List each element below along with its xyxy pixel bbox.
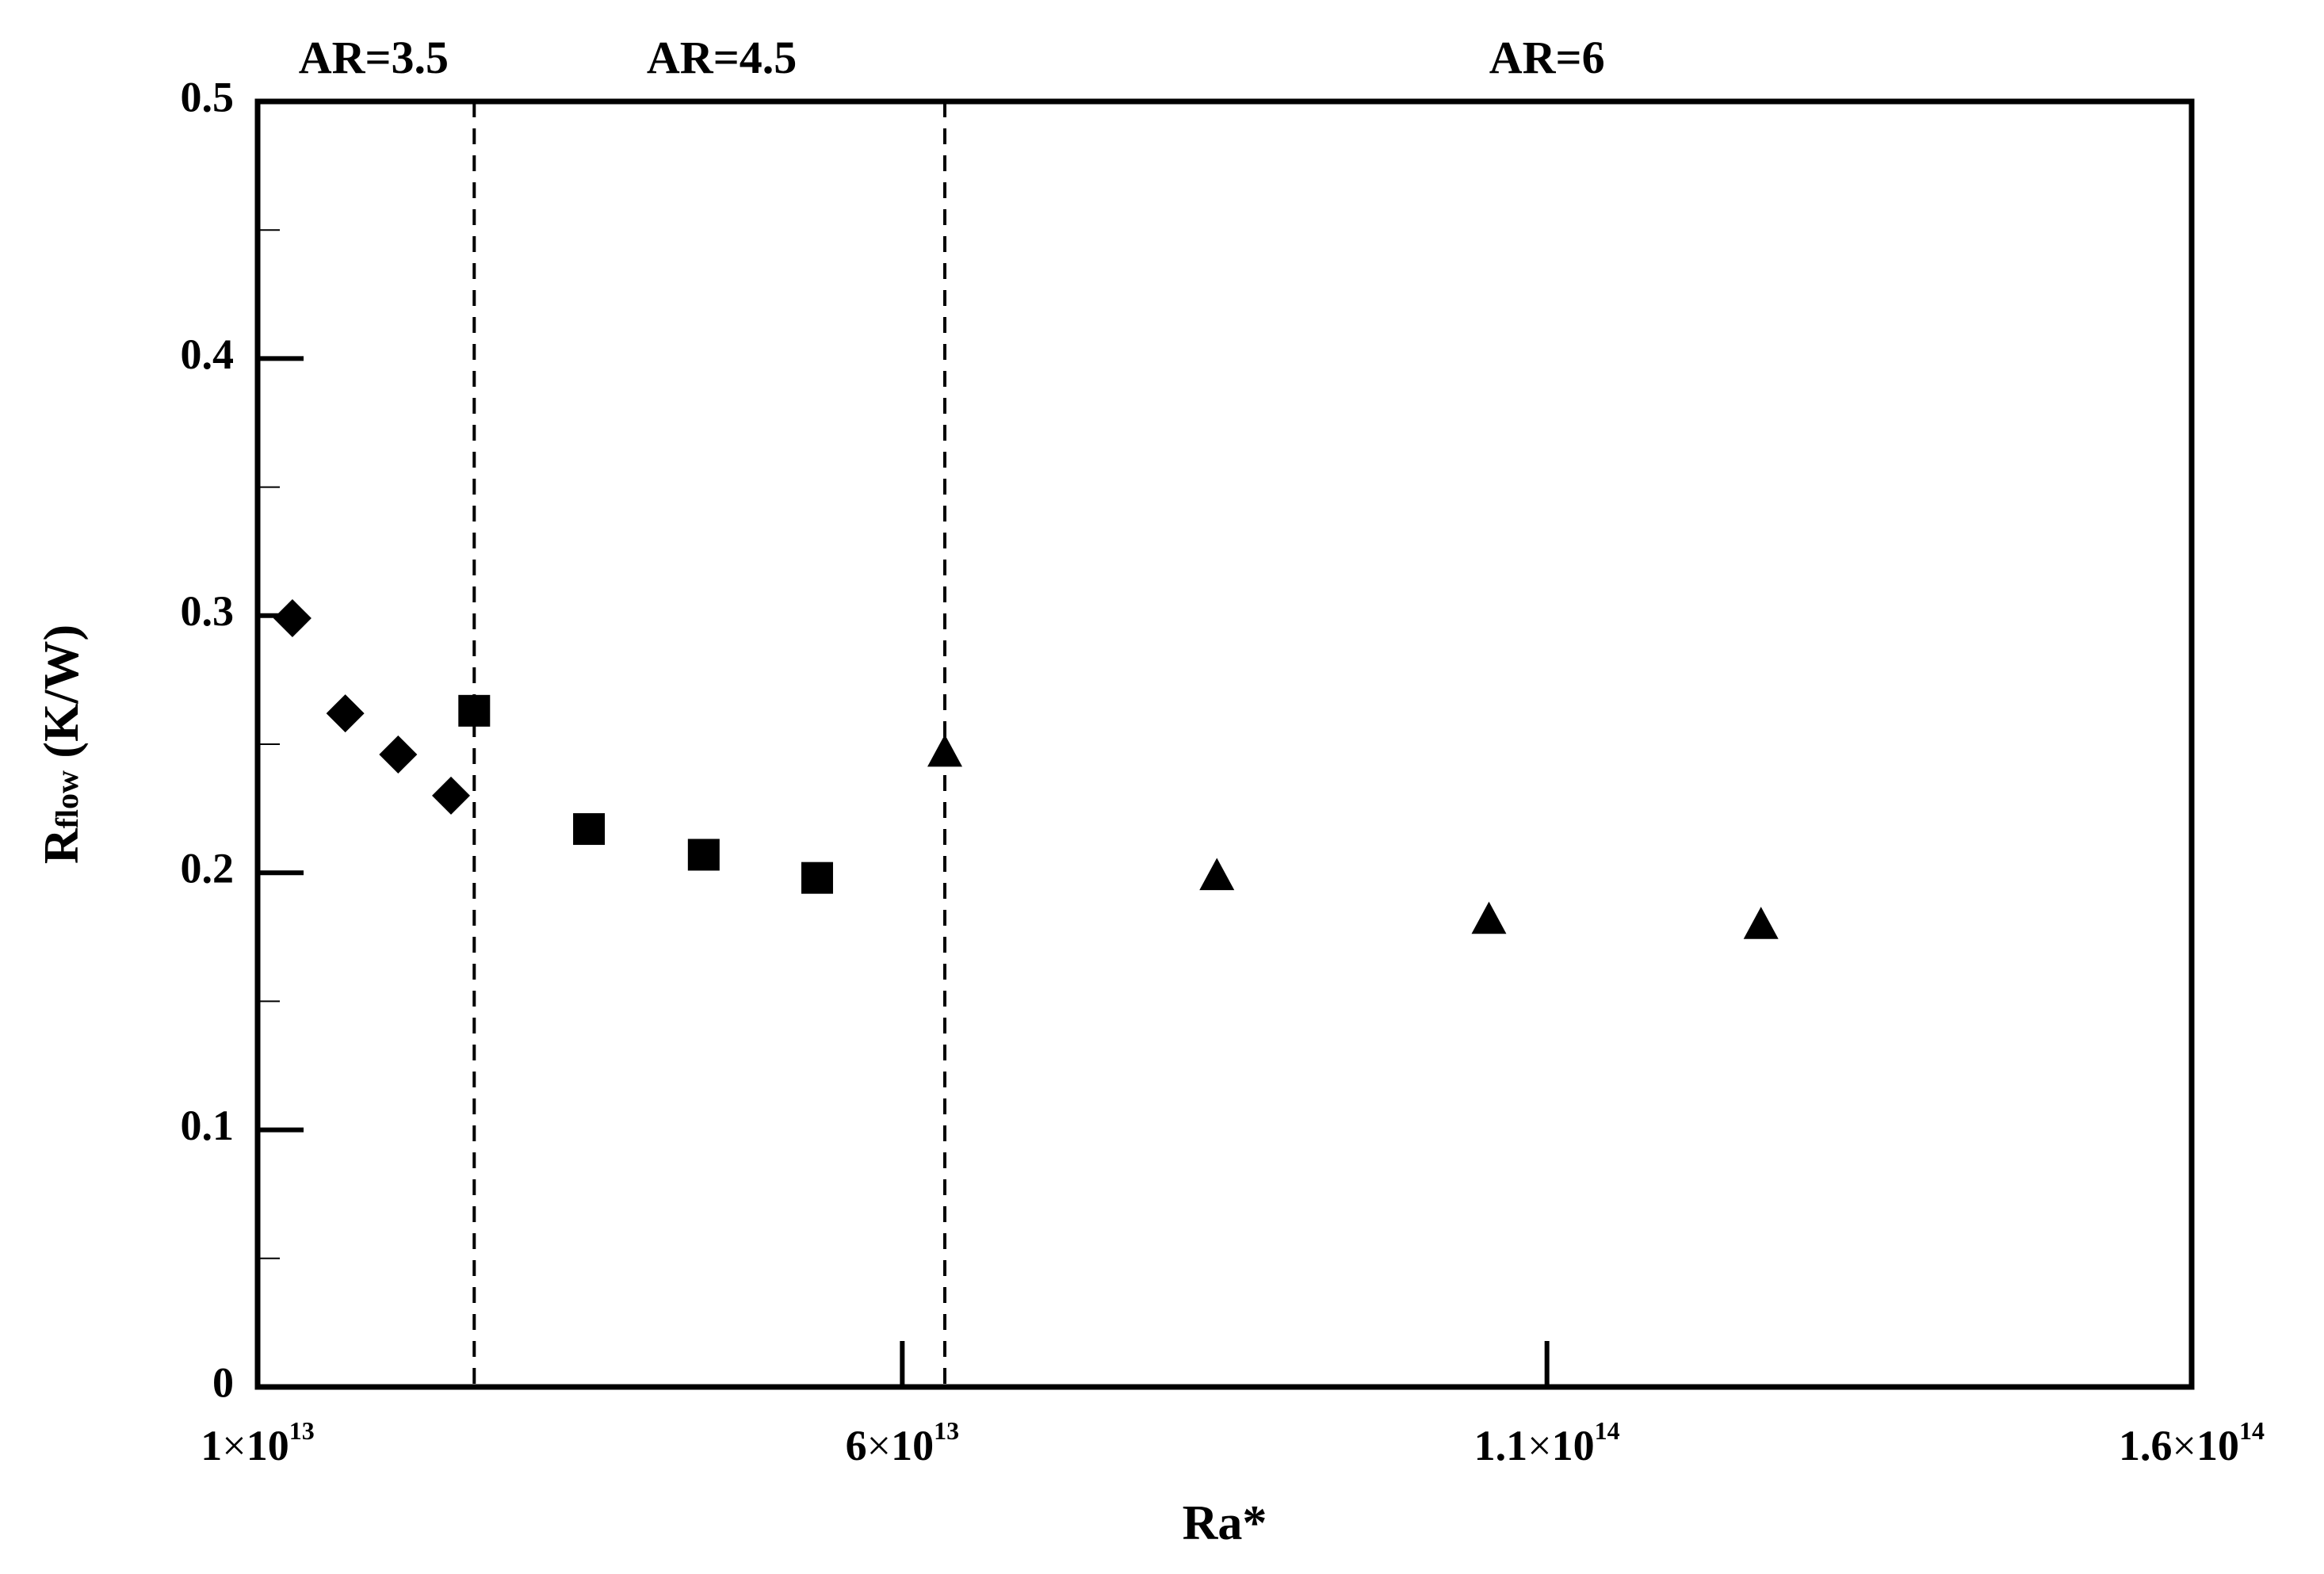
data-point-diamond bbox=[432, 776, 470, 815]
region-label: AR=3.5 bbox=[299, 32, 449, 83]
x-axis-label: Ra* bbox=[1183, 1496, 1267, 1550]
x-tick-label: 1.6×1014 bbox=[2119, 1416, 2265, 1469]
data-markers bbox=[273, 599, 1779, 939]
plot-frame bbox=[254, 98, 2195, 1390]
y-tick-label: 0.3 bbox=[181, 587, 235, 635]
x-tick-label: 6×1013 bbox=[846, 1416, 959, 1469]
y-tick-label: 0 bbox=[212, 1358, 234, 1406]
x-tick-label-mantissa: 1.6 bbox=[2119, 1422, 2173, 1469]
x-tick-label-base: 10 bbox=[1552, 1422, 1595, 1469]
x-axis-ticks: 1×1013 6×1013 1.1×1014 1.6×1014 bbox=[201, 1341, 2265, 1469]
x-tick-label-times: × bbox=[2173, 1422, 2196, 1469]
data-point-triangle bbox=[1199, 858, 1235, 891]
y-tick-label: 0.2 bbox=[181, 845, 235, 892]
data-point-square bbox=[687, 839, 720, 871]
y-tick-label: 0.1 bbox=[181, 1102, 235, 1149]
data-point-diamond bbox=[326, 694, 365, 733]
data-point-square bbox=[801, 861, 833, 894]
x-tick-label-times: × bbox=[1527, 1422, 1551, 1469]
x-tick-label-times: × bbox=[222, 1422, 246, 1469]
region-dividers bbox=[472, 101, 947, 1387]
y-tick-label: 0.5 bbox=[181, 73, 235, 120]
y-axis-label-main: R bbox=[35, 827, 89, 864]
y-tick-label: 0.4 bbox=[181, 330, 235, 378]
y-axis-label-subscript: flow bbox=[49, 770, 85, 828]
x-tick-label: 1×1013 bbox=[201, 1416, 314, 1469]
x-tick-label-times: × bbox=[867, 1422, 891, 1469]
region-label: AR=6 bbox=[1489, 32, 1605, 83]
x-tick-label-base: 10 bbox=[247, 1422, 289, 1469]
region-labels: AR=3.5 AR=4.5 AR=6 bbox=[299, 32, 1605, 83]
region-label: AR=4.5 bbox=[647, 32, 797, 83]
data-point-triangle bbox=[1743, 907, 1779, 939]
x-tick-label-base: 10 bbox=[2196, 1422, 2239, 1469]
data-point-square bbox=[573, 813, 606, 846]
y-axis-label-unit: (K/W) bbox=[35, 625, 89, 770]
data-point-diamond bbox=[379, 735, 418, 774]
data-point-diamond bbox=[273, 599, 312, 638]
data-point-triangle bbox=[927, 734, 963, 767]
data-point-square bbox=[458, 694, 491, 727]
x-tick-label-exponent: 14 bbox=[2239, 1416, 2265, 1445]
x-tick-label-mantissa: 1 bbox=[201, 1422, 222, 1469]
y-axis-ticks: 0 0.1 0.2 0.3 0.4 0.5 bbox=[181, 73, 304, 1406]
y-axis-label: Rflow (K/W) bbox=[35, 625, 89, 864]
x-tick-label-mantissa: 6 bbox=[846, 1422, 867, 1469]
x-tick-label-mantissa: 1.1 bbox=[1474, 1422, 1528, 1469]
x-tick-label-exponent: 13 bbox=[289, 1416, 315, 1445]
x-tick-label-base: 10 bbox=[891, 1422, 934, 1469]
data-point-triangle bbox=[1471, 901, 1507, 934]
x-tick-label-exponent: 13 bbox=[934, 1416, 959, 1445]
x-tick-label: 1.1×1014 bbox=[1474, 1416, 1620, 1469]
x-tick-label-exponent: 14 bbox=[1595, 1416, 1620, 1445]
